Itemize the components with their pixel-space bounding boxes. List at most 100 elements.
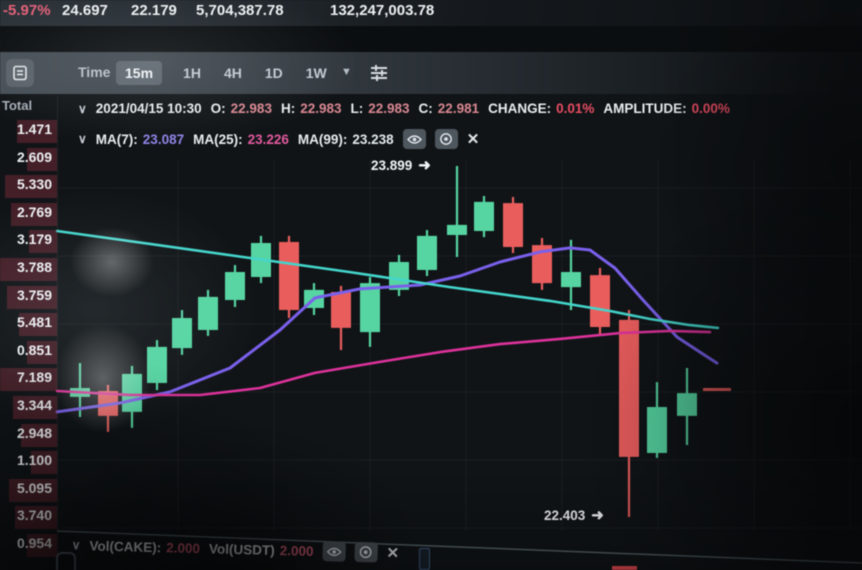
candle-down [279, 242, 299, 311]
ma25-label: MA(25): [193, 131, 243, 147]
candle-up [561, 272, 581, 288]
orderbook-row[interactable]: 3.179 [0, 228, 57, 255]
candle-down [331, 291, 351, 328]
collapse-chevron-icon[interactable]: ∨ [78, 101, 87, 116]
close-icon[interactable]: ✕ [386, 544, 400, 562]
orderbook-total-value: 3.344 [16, 397, 52, 413]
vol-base-value: 2.000 [166, 539, 201, 556]
visibility-toggle-button[interactable] [322, 541, 346, 562]
orderbook-total-value: 5.095 [16, 479, 52, 496]
eye-icon [326, 547, 342, 556]
high-value: 22.983 [300, 101, 342, 116]
candle-up [474, 201, 494, 231]
orderbook-total-value: 2.769 [16, 203, 52, 220]
ma7-label: MA(7): [95, 131, 138, 147]
orderbook-total-value: 0.954 [16, 535, 52, 551]
orderbook-row[interactable]: 1.471 [0, 118, 57, 145]
high-price-annotation: 23.899 ➜ [371, 156, 431, 174]
orderbook-row[interactable]: 3.344 [0, 394, 57, 421]
high-price-value: 23.899 [371, 157, 413, 173]
right-arrow-icon: ➜ [418, 157, 431, 174]
orderbook-row[interactable]: 0.851 [0, 339, 57, 366]
partial-ui-element [419, 548, 430, 570]
ma-legend: ∨ MA(7): 23.087 MA(25): 23.226 MA(99): 23.2… [78, 129, 479, 149]
candle-down [590, 275, 610, 327]
target-icon [360, 546, 372, 559]
ma99-value: 23.238 [352, 131, 394, 147]
orderbook-total-value: 5.330 [16, 176, 52, 193]
candle-down [503, 203, 523, 247]
ma99-label: MA(99): [297, 131, 348, 147]
low-value: 22.983 [368, 101, 410, 116]
ohlc-datetime: 2021/04/15 10:30 [95, 101, 202, 116]
high-label: H: [280, 101, 296, 116]
orderbook-row[interactable]: 2.769 [0, 201, 57, 228]
vol-quote-label: Vol(USDT) [208, 540, 275, 558]
ma7-value: 23.087 [142, 131, 185, 147]
candle-up [122, 373, 142, 412]
orderbook-total-value: 3.759 [16, 286, 52, 303]
orderbook-row[interactable]: 5.481 [0, 311, 57, 338]
orderbook-total-value: 3.179 [16, 231, 52, 248]
amplitude-label: AMPLITUDE: [603, 101, 687, 116]
orderbook-total-value: 5.481 [16, 314, 52, 331]
candle-up [360, 283, 380, 333]
change-label: CHANGE: [488, 101, 552, 116]
ma25-value: 23.226 [247, 131, 289, 147]
orderbook-panel: Total 1.471 2.609 5.330 2.769 3.179 3.788 3.75… [0, 96, 57, 570]
close-icon[interactable]: ✕ [466, 130, 480, 148]
candle-up [147, 346, 167, 384]
orderbook-row[interactable]: 7.189 [0, 366, 57, 393]
candle-down [703, 387, 731, 392]
change-value: 0.01% [556, 101, 595, 116]
volume-bar [612, 566, 637, 570]
orderbook-total-value: 2.948 [16, 424, 52, 441]
vol-quote-value: 2.000 [279, 542, 314, 559]
open-label: O: [210, 101, 226, 116]
orderbook-row[interactable]: 2.609 [0, 146, 57, 173]
settings-target-button[interactable] [354, 541, 378, 563]
close-label: C: [418, 101, 433, 116]
orderbook-row[interactable]: 2.948 [0, 422, 57, 449]
orderbook-total-value: 2.609 [16, 148, 52, 165]
orderbook-row[interactable]: 3.759 [0, 284, 57, 311]
settings-target-button[interactable] [434, 129, 458, 149]
orderbook-row[interactable]: 1.100 [0, 449, 57, 476]
low-price-annotation: 22.403 ➜ [544, 506, 604, 524]
collapse-chevron-icon[interactable]: ∨ [71, 537, 81, 553]
orderbook-total-value: 1.100 [16, 452, 52, 469]
eye-icon [406, 134, 422, 144]
orderbook-row[interactable]: 3.740 [0, 504, 57, 531]
candle-up [172, 318, 192, 349]
ma-line-MA99 [55, 229, 720, 330]
collapse-chevron-icon[interactable]: ∨ [78, 132, 87, 146]
low-label: L: [350, 101, 364, 116]
candle-down [619, 319, 639, 457]
ohlc-legend: ∨ 2021/04/15 10:30 O: 22.983 H: 22.983 L: 2… [78, 101, 730, 116]
orderbook-total-value: 3.740 [16, 507, 52, 524]
right-arrow-icon: ➜ [591, 507, 604, 524]
close-value: 22.981 [437, 101, 480, 116]
orderbook-total-value: 7.189 [16, 369, 52, 386]
orderbook-row[interactable]: 3.788 [0, 256, 57, 283]
candle-up [647, 406, 667, 453]
orderbook-total-value: 0.851 [16, 341, 52, 358]
orderbook-row[interactable]: 5.330 [0, 173, 57, 200]
candle-up [225, 272, 245, 300]
low-price-value: 22.403 [544, 507, 586, 523]
visibility-toggle-button[interactable] [402, 129, 426, 149]
orderbook-header: Total [2, 98, 33, 113]
orderbook-total-value: 3.788 [16, 259, 52, 275]
vol-base-label: Vol(CAKE): [89, 537, 162, 555]
orderbook-row[interactable]: 0.954 [0, 532, 57, 559]
candle-up [677, 393, 697, 416]
target-icon [440, 133, 453, 145]
candle-up [447, 224, 467, 235]
candle-up [198, 296, 218, 331]
orderbook-row[interactable]: 5.095 [0, 477, 57, 504]
candle-up [417, 235, 437, 270]
orderbook-total-value: 1.471 [16, 121, 52, 137]
open-value: 22.983 [230, 101, 272, 116]
